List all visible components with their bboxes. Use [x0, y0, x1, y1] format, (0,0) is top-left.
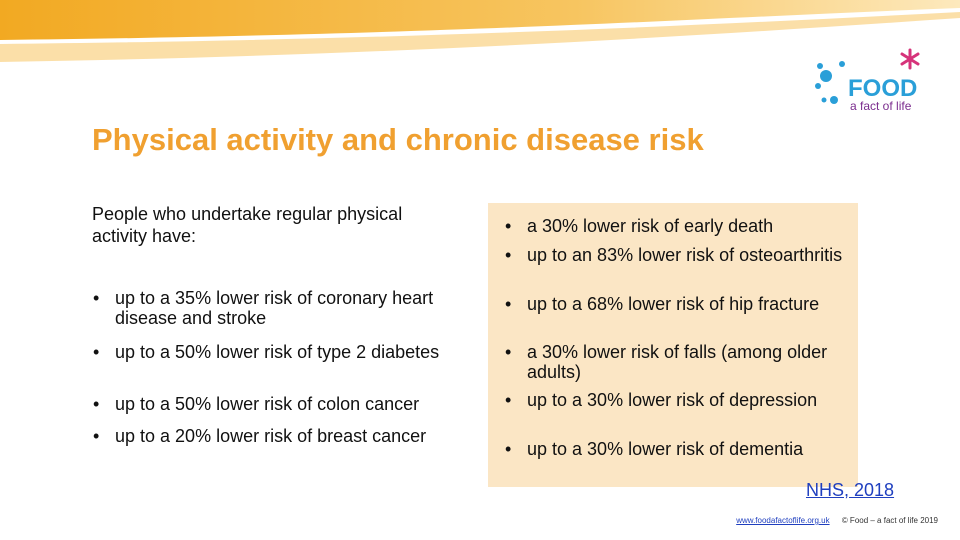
logo-tagline: a fact of life — [850, 99, 912, 113]
intro-text: People who undertake regular physical ac… — [92, 204, 403, 246]
list-item: up to a 50% lower risk of type 2 diabete… — [93, 342, 485, 362]
header-swoosh — [0, 0, 960, 62]
list-item: up to a 50% lower risk of colon cancer — [93, 394, 485, 414]
list-item: a 30% lower risk of early death — [505, 216, 872, 236]
list-item: up to a 30% lower risk of dementia — [505, 439, 872, 459]
list-item: up to a 68% lower risk of hip fracture — [505, 294, 872, 314]
list-item: up to a 35% lower risk of coronary heart… — [93, 288, 485, 328]
food-a-fact-of-life-logo: FOOD a fact of life — [815, 48, 920, 113]
list-item: a 30% lower risk of falls (among older a… — [505, 342, 872, 382]
footer-website-link[interactable]: www.foodafactoflife.org.uk — [736, 516, 830, 525]
splash-icon — [815, 61, 845, 104]
list-item: up to an 83% lower risk of osteoarthriti… — [505, 245, 872, 265]
footer-copyright: © Food – a fact of life 2019 — [841, 516, 938, 525]
list-item: up to a 20% lower risk of breast cancer — [93, 426, 485, 446]
reference-link[interactable]: NHS, 2018 — [806, 480, 895, 500]
logo-word: FOOD — [848, 75, 917, 102]
list-item: up to a 30% lower risk of depression — [505, 390, 872, 410]
slide-title: Physical activity and chronic disease ri… — [92, 122, 704, 157]
asterisk-icon — [900, 48, 920, 70]
footer: www.foodafactoflife.org.uk © Food – a fa… — [736, 516, 938, 525]
